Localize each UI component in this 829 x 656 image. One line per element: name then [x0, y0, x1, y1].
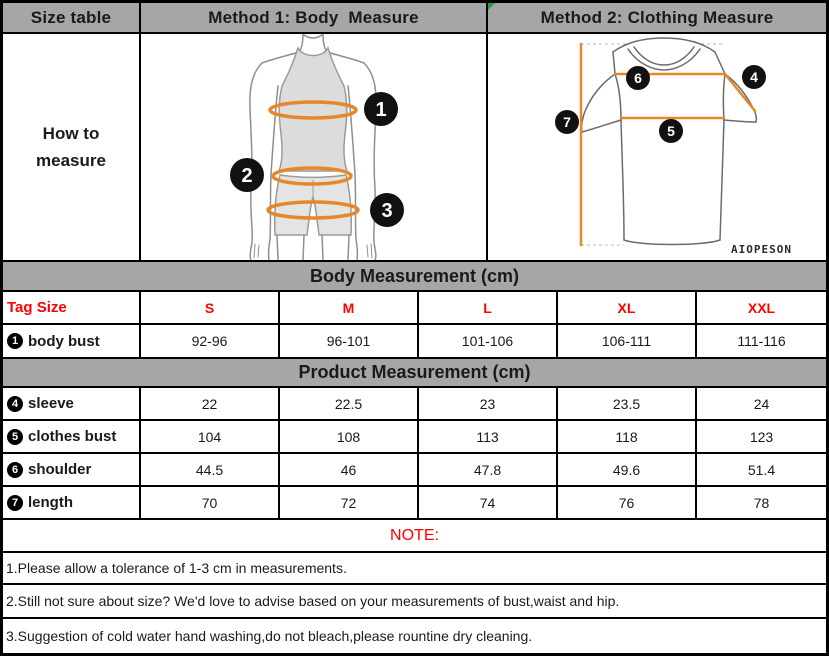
marker-6-badge — [626, 66, 650, 90]
size-col-l: L — [419, 292, 558, 323]
shoulder-l: 47.8 — [419, 454, 558, 485]
body-measure-illustration: 1 2 3 — [141, 34, 488, 260]
sleeve-xl: 23.5 — [558, 388, 697, 419]
length-m: 72 — [280, 487, 419, 518]
body-bust-xl: 106-111 — [558, 325, 697, 357]
clothes-bust-m: 108 — [280, 421, 419, 452]
sleeve-text: sleeve — [28, 395, 74, 412]
clothes-bust-l: 113 — [419, 421, 558, 452]
sleeve-row: 4 sleeve 22 22.5 23 23.5 24 — [3, 388, 826, 421]
note-item-1: 1.Please allow a tolerance of 1-3 cm in … — [3, 553, 826, 585]
marker-5-chip: 5 — [7, 428, 23, 445]
svg-text:1: 1 — [375, 99, 386, 121]
cell-corner-flag-icon — [488, 3, 495, 10]
sleeve-xxl: 24 — [753, 395, 770, 412]
length-l: 74 — [419, 487, 558, 518]
method2-header-label: Method 2: Clothing Measure — [540, 7, 774, 27]
clothes-bust-xl: 118 — [558, 421, 697, 452]
clothes-bust-label: 5 clothes bust — [3, 421, 141, 452]
marker-1-chip: 1 — [7, 333, 23, 349]
shoulder-m: 46 — [280, 454, 419, 485]
svg-text:5: 5 — [667, 123, 675, 139]
marker-6-chip: 6 — [7, 461, 23, 478]
svg-text:6: 6 — [634, 70, 642, 86]
svg-text:7: 7 — [563, 114, 571, 130]
shoulder-label: 6 shoulder — [3, 454, 141, 485]
shoulder-text: shoulder — [28, 461, 92, 478]
svg-text:2: 2 — [241, 165, 252, 187]
marker-3-badge — [370, 193, 404, 227]
marker-4-badge — [742, 65, 766, 89]
marker-7-chip: 7 — [7, 494, 23, 511]
length-xl: 76 — [558, 487, 697, 518]
body-bust-m: 96-101 — [280, 325, 419, 357]
shoulder-xl: 49.6 — [558, 454, 697, 485]
marker-5-badge — [659, 119, 683, 143]
clothes-bust-xxl: 123 — [749, 428, 774, 445]
length-s: 70 — [141, 487, 280, 518]
tshirt-drawing: 6 4 7 5 AIOPESON — [555, 37, 792, 256]
clothing-measure-illustration: 6 4 7 5 AIOPESON — [488, 34, 826, 260]
clothing-marker-badges: 6 4 7 5 — [555, 65, 766, 143]
marker-1-badge — [364, 92, 398, 126]
brand-text: AIOPESON — [731, 243, 792, 256]
note-title: NOTE: — [3, 520, 826, 553]
size-col-s: S — [141, 292, 280, 323]
svg-text:3: 3 — [381, 200, 392, 222]
size-col-xxl: XXL — [747, 299, 776, 316]
marker-4-chip: 4 — [7, 395, 23, 412]
how-to-measure-label: How to measure — [3, 34, 141, 260]
size-col-xl: XL — [558, 292, 697, 323]
how-to-line1: How to — [42, 124, 100, 143]
clothes-bust-row: 5 clothes bust 104 108 113 118 123 — [3, 421, 826, 454]
body-bust-text: body bust — [28, 332, 100, 350]
shoulder-xxl: 51.4 — [747, 461, 776, 478]
tag-size-label: Tag Size — [3, 292, 141, 323]
sleeve-m: 22.5 — [280, 388, 419, 419]
body-bust-xxl: 111-116 — [737, 333, 786, 349]
shoulder-row: 6 shoulder 44.5 46 47.8 49.6 51.4 — [3, 454, 826, 487]
method2-header: Method 2: Clothing Measure — [488, 3, 826, 32]
marker-2-badge — [230, 158, 264, 192]
body-marker-badges: 1 2 3 — [230, 92, 404, 227]
tank-top-shape — [277, 46, 349, 172]
size-col-m: M — [280, 292, 419, 323]
body-bust-l: 101-106 — [419, 325, 558, 357]
body-measurement-title: Body Measurement (cm) — [3, 262, 826, 292]
size-table-header: Size table — [3, 3, 141, 32]
product-measurement-title: Product Measurement (cm) — [3, 359, 826, 388]
method1-header: Method 1: Body Measure — [141, 3, 488, 32]
tag-size-row: Tag Size S M L XL XXL — [3, 292, 826, 325]
length-label: 7 length — [3, 487, 141, 518]
svg-text:4: 4 — [750, 69, 758, 85]
marker-7-badge — [555, 110, 579, 134]
note-item-2: 2.Still not sure about size? We'd love t… — [3, 585, 826, 619]
note-item-3: 3.Suggestion of cold water hand washing,… — [3, 619, 826, 653]
length-xxl: 78 — [753, 494, 770, 511]
body-bust-s: 92-96 — [141, 325, 280, 357]
measure-tape-lines — [266, 100, 360, 220]
sleeve-s: 22 — [141, 388, 280, 419]
illustration-row: How to measure — [3, 34, 826, 262]
clothes-bust-s: 104 — [141, 421, 280, 452]
shoulder-s: 44.5 — [141, 454, 280, 485]
how-to-line2: measure — [36, 151, 106, 170]
sleeve-label: 4 sleeve — [3, 388, 141, 419]
body-figure-drawing: 1 2 3 — [230, 34, 404, 260]
body-bust-label: 1 body bust — [3, 325, 141, 357]
length-text: length — [28, 494, 73, 511]
body-bust-row: 1 body bust 92-96 96-101 101-106 106-111… — [3, 325, 826, 359]
sleeve-l: 23 — [419, 388, 558, 419]
length-row: 7 length 70 72 74 76 78 — [3, 487, 826, 520]
header-row: Size table Method 1: Body Measure Method… — [3, 3, 826, 34]
clothes-bust-text: clothes bust — [28, 428, 117, 445]
